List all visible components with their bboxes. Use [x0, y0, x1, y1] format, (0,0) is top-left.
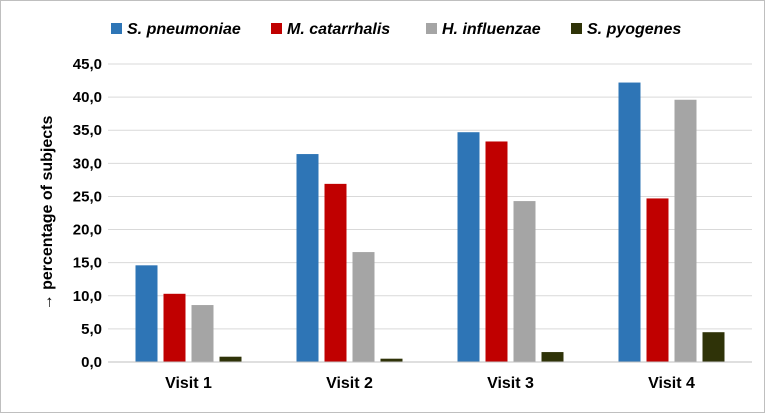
legend-label: M. catarrhalis	[287, 21, 390, 38]
y-tick-label: 5,0	[81, 321, 102, 338]
legend: S. pneumoniae M. catarrhalis H. influenzae…	[111, 21, 681, 38]
bar-s-pyogenes-visit-4	[702, 332, 725, 362]
bar-m-catarrhalis-visit-2	[324, 183, 347, 362]
bar-m-catarrhalis-visit-4	[646, 198, 669, 362]
legend-swatch	[571, 23, 582, 34]
legend-label: H. influenzae	[442, 21, 541, 38]
bar-s-pneumoniae-visit-3	[457, 132, 480, 362]
bar-s-pneumoniae-visit-4	[618, 82, 641, 362]
y-tick-label: 10,0	[73, 288, 102, 305]
bar-h-influenzae-visit-3	[513, 201, 536, 362]
bar-h-influenzae-visit-2	[352, 252, 375, 362]
legend-swatch	[426, 23, 437, 34]
bar-s-pyogenes-visit-1	[219, 356, 242, 362]
legend-swatch	[271, 23, 282, 34]
bar-s-pyogenes-visit-2	[380, 358, 403, 362]
legend-label: S. pneumoniae	[127, 21, 241, 38]
y-tick-label: 25,0	[73, 188, 102, 205]
y-tick-label: 15,0	[73, 255, 102, 272]
gridlines	[108, 63, 752, 330]
y-tick-label: 0,0	[81, 354, 102, 371]
legend-label: S. pyogenes	[587, 21, 681, 38]
y-tick-label: 45,0	[73, 56, 102, 73]
y-axis-label: → percentage of subjects	[39, 116, 56, 311]
bar-m-catarrhalis-visit-3	[485, 141, 508, 362]
y-tick-label: 20,0	[73, 222, 102, 239]
bar-s-pneumoniae-visit-1	[135, 265, 158, 362]
legend-swatch	[111, 23, 122, 34]
bar-s-pneumoniae-visit-2	[296, 154, 319, 362]
y-axis-ticks: 0,0 5,0 10,0 15,0 20,0 25,0 30,0 35,0 40,0 45,0	[73, 56, 102, 371]
y-tick-label: 35,0	[73, 122, 102, 139]
x-category-label: Visit 1	[165, 375, 212, 392]
x-category-label: Visit 2	[326, 375, 373, 392]
bar-h-influenzae-visit-4	[674, 99, 697, 362]
x-category-label: Visit 3	[487, 375, 534, 392]
bar-h-influenzae-visit-1	[191, 305, 214, 362]
bars	[135, 82, 725, 362]
x-axis-categories: Visit 1 Visit 2 Visit 3 Visit 4	[165, 375, 695, 392]
y-tick-label: 30,0	[73, 155, 102, 172]
bar-s-pyogenes-visit-3	[541, 352, 564, 362]
x-category-label: Visit 4	[648, 375, 695, 392]
y-tick-label: 40,0	[73, 89, 102, 106]
bar-m-catarrhalis-visit-1	[163, 293, 186, 362]
